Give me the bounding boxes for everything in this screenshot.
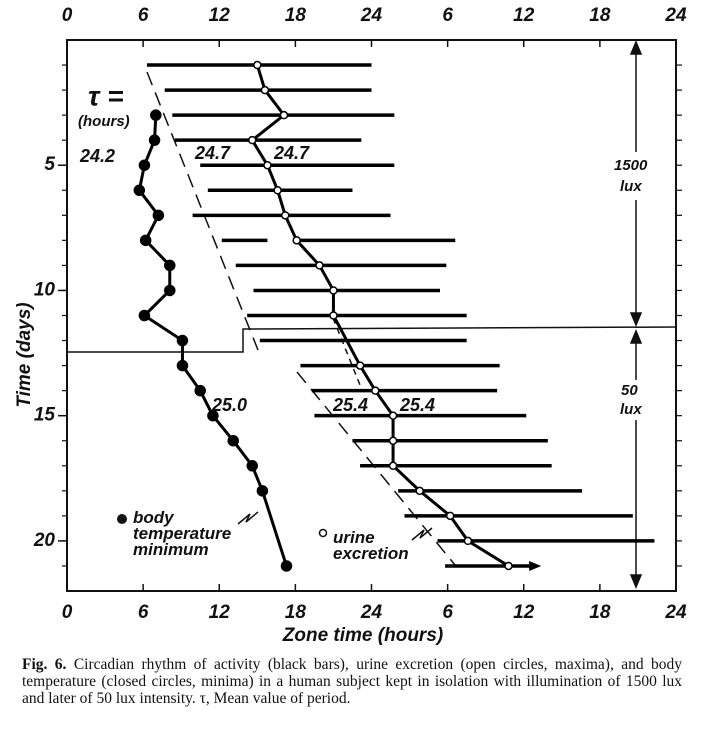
urine-point — [388, 461, 398, 471]
x-tick-label: 24 — [360, 5, 383, 26]
x-tick-label: 12 — [209, 5, 231, 26]
caption-text: Circadian rhythm of activity (black bars… — [22, 656, 683, 707]
temperature-point — [280, 560, 293, 572]
x-tick-label: 0 — [62, 5, 73, 26]
urine-point — [329, 286, 338, 295]
annotation: 25.4 — [332, 395, 368, 415]
caption-label: Fig. 6. — [22, 656, 67, 673]
annotation: lux — [620, 401, 642, 418]
annotation: 24.7 — [273, 143, 310, 163]
y-tick-label: 20 — [33, 530, 56, 551]
urine-point — [280, 211, 290, 220]
annotation: τ = — [88, 80, 124, 111]
legend-marker — [318, 528, 328, 538]
urine-point — [260, 85, 270, 95]
urine-point — [445, 511, 455, 521]
phase-divider — [67, 326, 677, 353]
annotation: 50 — [621, 382, 638, 399]
urine-point — [388, 436, 398, 445]
urine-point — [388, 411, 398, 420]
trend-line — [332, 317, 361, 386]
temperature-point — [246, 460, 258, 472]
x-tick-label: 18 — [589, 602, 611, 623]
chart: Zone time (hours) Time (days) 0 0 6 6 12 12 18… — [14, 5, 687, 646]
temperature-point — [227, 434, 239, 447]
urine-point — [371, 386, 380, 395]
legend-marker — [117, 514, 127, 524]
legend-pointer — [237, 511, 259, 525]
temperature-point — [152, 209, 165, 222]
urine-point — [263, 160, 272, 170]
temperature-point — [176, 334, 189, 347]
temperature-point — [176, 359, 189, 372]
series-line — [250, 64, 510, 568]
x-tick-label: 24 — [664, 602, 687, 623]
urine-point — [279, 110, 289, 120]
legend-label: urine excretion — [333, 528, 409, 563]
temperature-point — [164, 284, 176, 297]
temperature-point — [150, 109, 162, 121]
x-tick-label: 6 — [442, 5, 453, 26]
legend-pointer — [411, 527, 433, 541]
x-tick-label: 6 — [138, 602, 149, 623]
temperature-point — [256, 485, 269, 497]
annotation: 1500 — [614, 157, 648, 174]
x-tick-label: 18 — [285, 5, 307, 26]
urine-point — [463, 536, 473, 546]
caption: Fig. 6. Circadian rhythm of activity (bl… — [22, 656, 682, 707]
temperature-point — [164, 259, 176, 272]
annotation: (hours) — [78, 113, 130, 130]
x-axis-label: Zone time (hours) — [282, 625, 443, 646]
x-tick-label: 12 — [209, 602, 231, 623]
trend-line — [296, 371, 456, 566]
x-tick-label: 18 — [589, 5, 611, 26]
x-tick-label: 12 — [513, 5, 535, 26]
urine-point — [247, 135, 257, 145]
urine-point — [329, 311, 338, 320]
annotation: 24.7 — [194, 143, 231, 163]
y-tick-label: 5 — [44, 154, 55, 175]
urine-point — [292, 236, 301, 245]
urine-point — [253, 60, 262, 70]
x-tick-label: 24 — [360, 602, 383, 623]
x-tick-label: 18 — [285, 602, 307, 623]
x-tick-label: 12 — [513, 602, 535, 623]
temperature-point — [194, 384, 206, 397]
lux-arrows — [629, 40, 643, 589]
annotation: 25.0 — [211, 395, 247, 415]
arrow-head — [529, 560, 542, 571]
x-tick-label: 6 — [138, 5, 149, 26]
urine-point — [415, 486, 424, 496]
y-axis-label: Time (days) — [14, 302, 35, 407]
y-tick-label: 15 — [34, 405, 56, 426]
annotation: lux — [620, 178, 642, 195]
urine-point — [315, 261, 324, 270]
urine-point — [273, 186, 282, 195]
urine-point — [355, 361, 365, 370]
temperature-point — [138, 309, 151, 322]
urine-point — [504, 561, 513, 571]
trend-line — [146, 71, 259, 351]
temperature-point — [139, 234, 152, 247]
annotation: 24.2 — [79, 146, 115, 166]
x-tick-label: 0 — [62, 602, 73, 623]
y-tick-label: 10 — [34, 279, 56, 300]
x-tick-label: 24 — [664, 5, 687, 26]
annotation: 25.4 — [399, 395, 435, 415]
x-tick-label: 6 — [442, 602, 453, 623]
temperature-point — [207, 409, 219, 422]
temperature-point — [148, 134, 161, 146]
temperature-point — [138, 159, 151, 171]
temperature-point — [133, 184, 146, 197]
legend-label: body temperature minimum — [133, 508, 232, 559]
